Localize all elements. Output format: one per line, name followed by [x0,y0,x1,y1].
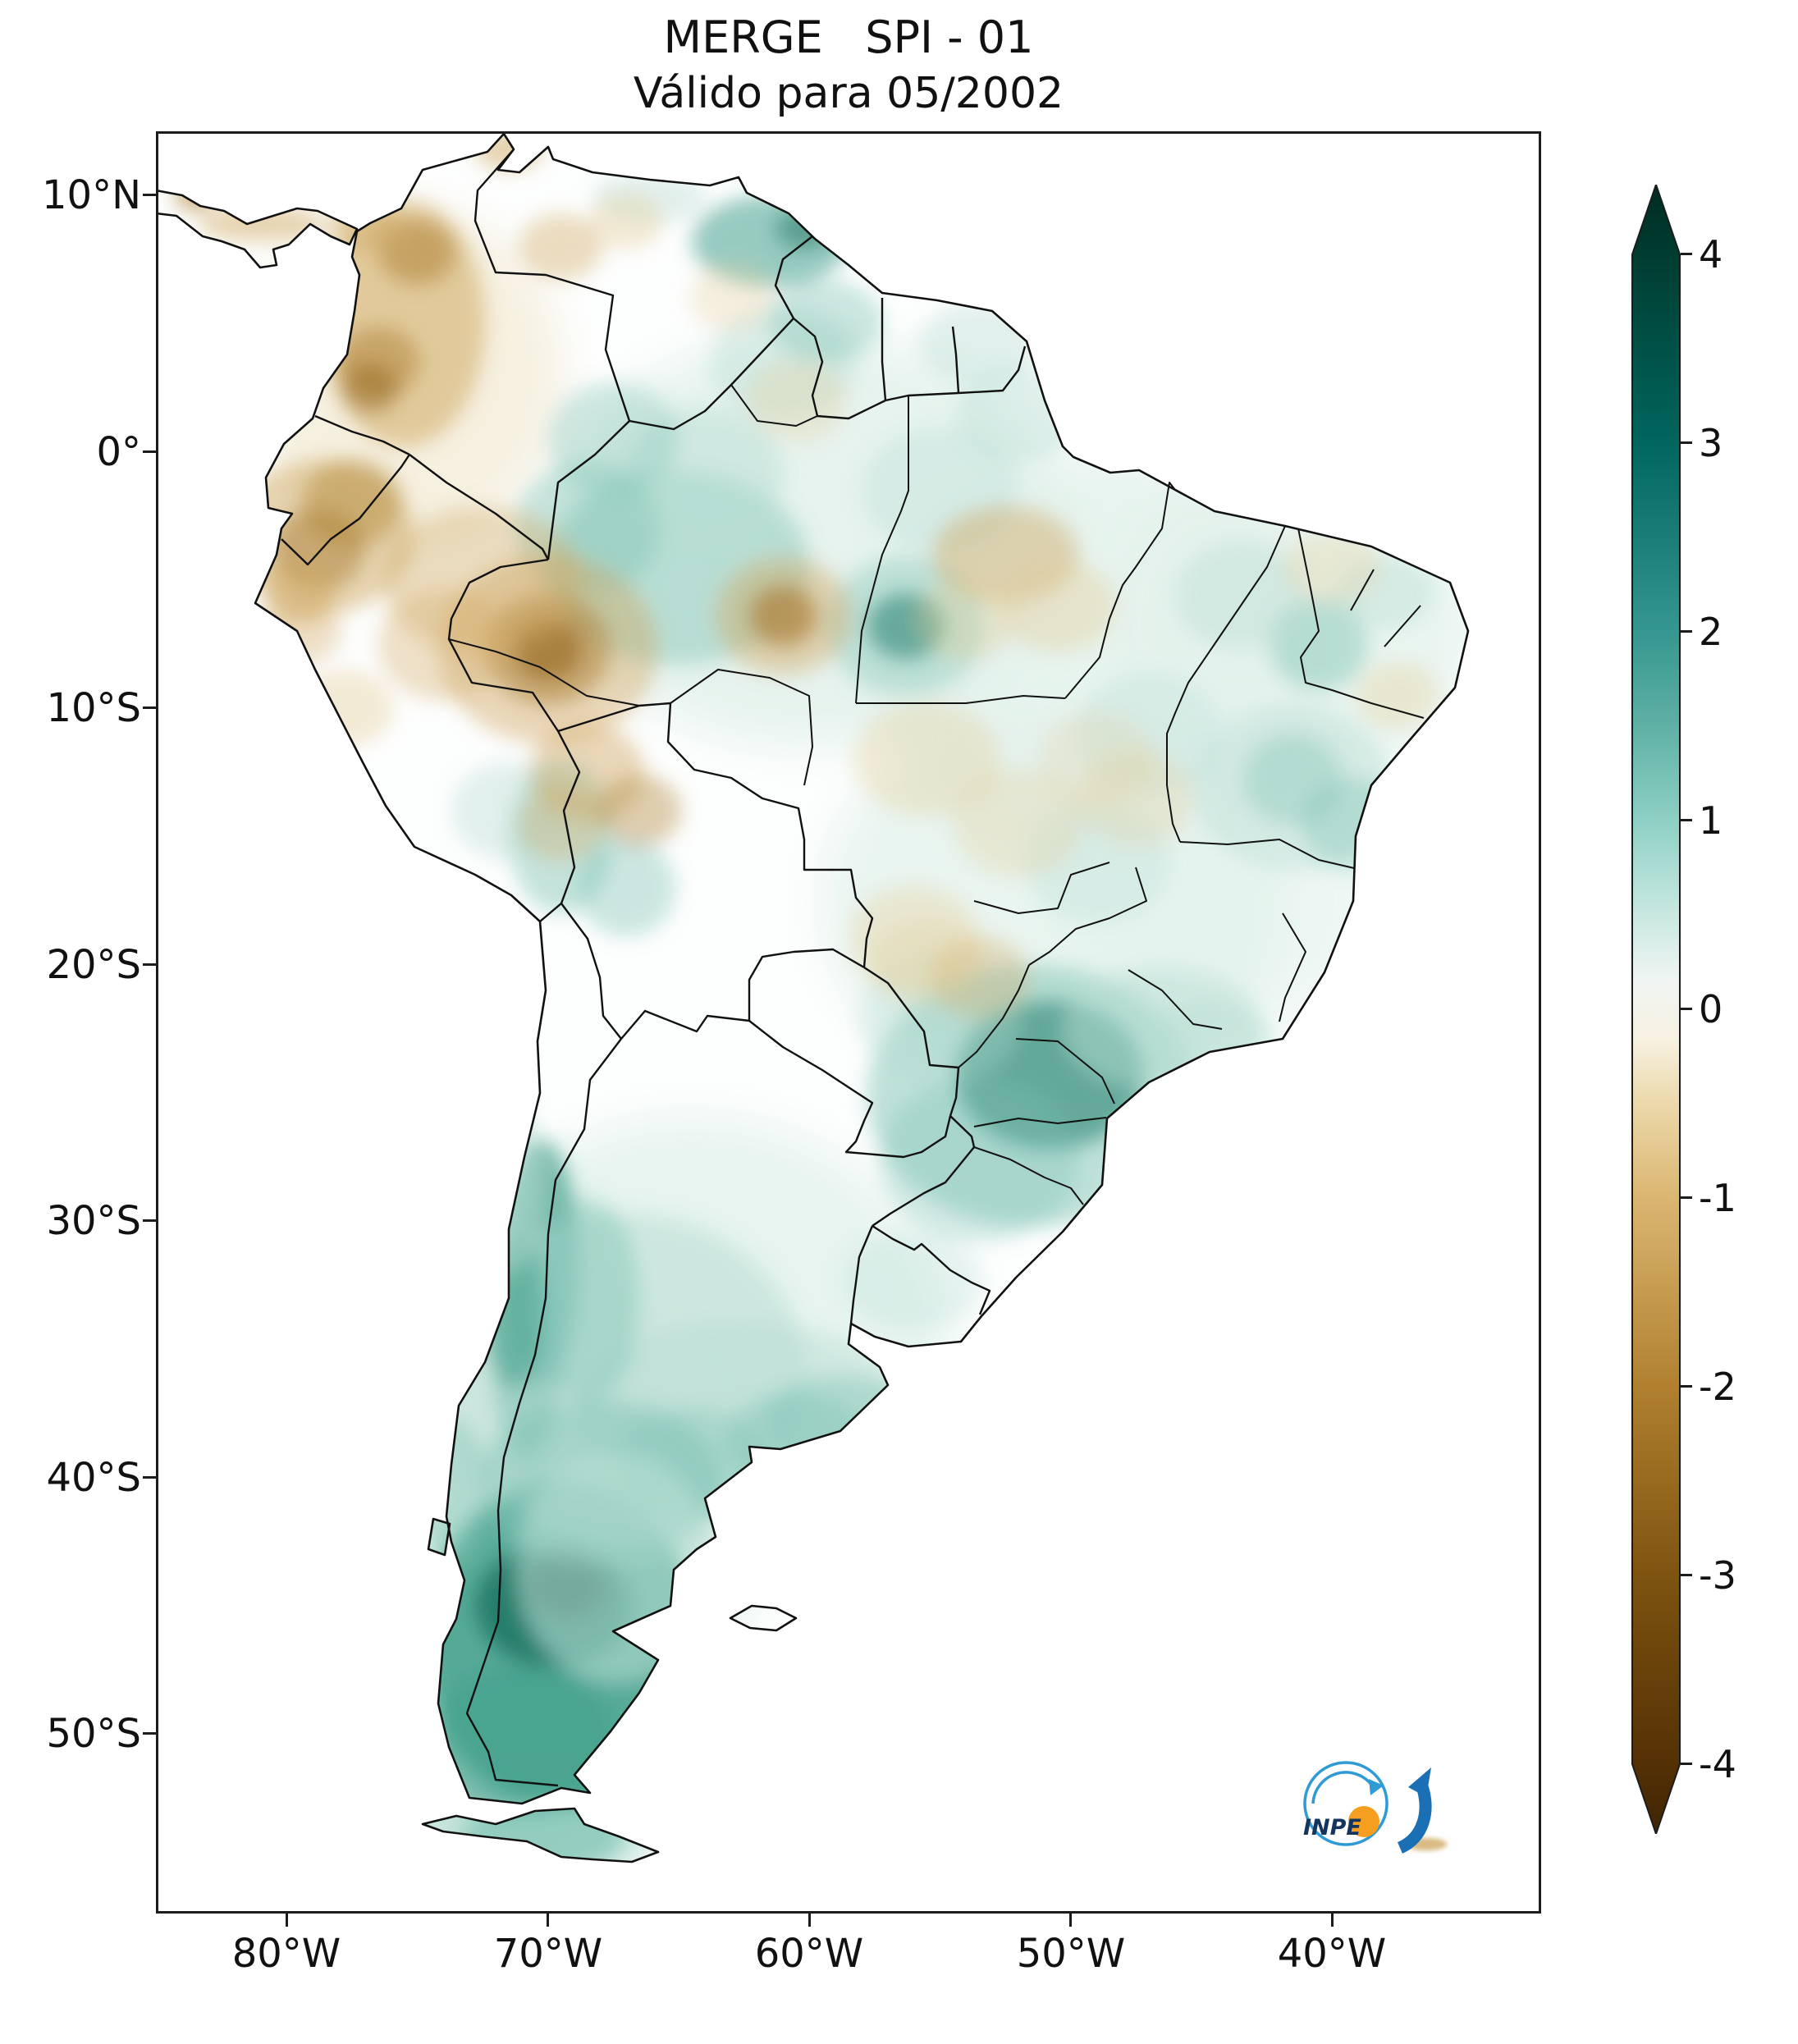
dry-anomaly [377,588,509,701]
y-tick-mark [143,194,156,196]
wet-anomaly [576,839,676,937]
y-tick-label-50s: 50°S [46,1711,141,1757]
y-tick-mark [143,1219,156,1222]
colorbar-tick [1681,1763,1692,1765]
dry-anomaly [1000,559,1115,652]
dry-anomaly [869,918,985,1006]
inpe-logo-arrowhead [1369,1779,1384,1795]
country-borders [281,149,1027,1787]
y-tick-mark [143,963,156,966]
y-tick-label-10n: 10°N [42,172,141,218]
colorbar-label-2: 2 [1699,610,1723,654]
x-tick-label-50w: 50°W [1016,1931,1126,1977]
x-tick-label-60w: 60°W [754,1931,864,1977]
y-tick-mark [143,450,156,453]
colorbar-tick [1681,1196,1692,1199]
figure-subtitle: Válido para 05/2002 [633,69,1064,118]
x-tick-label-40w: 40°W [1277,1931,1387,1977]
wet-anomaly [843,1231,985,1329]
dry-anomaly [294,670,394,747]
x-tick-mark [547,1914,549,1927]
state-borders [448,384,1425,1205]
y-tick-label-0: 0° [96,429,141,475]
colorbar-tick [1681,1574,1692,1576]
colorbar-tick [1681,819,1692,821]
dry-anomaly [258,597,342,665]
wet-anomaly [534,1198,640,1403]
wet-anomaly [762,1374,920,1468]
inpe-logo-orange-dot [1348,1806,1379,1837]
dry-anomaly [516,784,606,862]
inpe-logo-swirl [1311,1771,1374,1804]
y-tick-mark [143,1732,156,1735]
dry-anomaly [746,359,846,442]
y-tick-label-10s: 10°S [46,685,141,731]
x-tick-label-70w: 70°W [493,1931,603,1977]
colorbar-label-1: 1 [1699,798,1723,843]
wet-anomaly [880,1077,1079,1242]
colorbar-label-3: 3 [1699,421,1723,465]
south-america-map [156,132,1470,1863]
colorbar-tick [1681,1385,1692,1388]
wet-anomaly [417,1418,486,1567]
colorbar-label-m3: -3 [1699,1553,1736,1598]
dry-anomaly [953,770,1084,878]
colorbar-gradient [1631,185,1681,1834]
wet-anomaly [1144,1000,1275,1083]
y-tick-label-40s: 40°S [46,1455,141,1501]
wet-anomaly [516,1452,716,1683]
x-tick-mark [286,1914,288,1927]
y-tick-label-30s: 30°S [46,1198,141,1244]
wet-anomaly [1175,542,1306,650]
dry-anomaly [341,362,400,414]
colorbar-label-0: 0 [1699,987,1723,1031]
dry-anomaly [916,577,1016,660]
figure-title: MERGE SPI - 01 [663,11,1034,63]
x-tick-mark [1069,1914,1072,1927]
dry-anomaly [198,205,323,242]
dry-anomaly [689,264,773,332]
wet-anomaly [430,1664,614,1819]
y-tick-mark [143,706,156,709]
colorbar-tick [1681,630,1692,633]
colorbar-label-m4: -4 [1699,1742,1736,1786]
dry-anomaly [853,702,1000,816]
x-tick-mark [1331,1914,1334,1927]
colorbar-label-m1: -1 [1699,1176,1736,1220]
y-tick-label-20s: 20°S [46,942,141,988]
dry-anomaly [1282,531,1382,604]
colorbar-label-4: 4 [1699,232,1723,277]
colorbar-tick [1681,441,1692,444]
dry-anomaly [597,775,682,847]
wet-anomaly [1301,777,1406,871]
dry-anomaly [715,556,852,675]
inpe-logo-text: INPE [1303,1815,1361,1841]
inpe-logo: INPE [1303,1761,1432,1854]
dry-anomaly [519,213,603,281]
x-tick-label-80w: 80°W [231,1931,341,1977]
y-tick-mark [143,1476,156,1479]
inpe-swoosh-arrowhead [1408,1767,1431,1797]
dry-anomaly [1039,711,1155,808]
colorbar-label-m2: -2 [1699,1365,1736,1409]
colorbar-tick [1681,1008,1692,1010]
x-tick-mark [808,1914,811,1927]
dry-anomaly [1355,661,1439,729]
wet-anomaly [767,280,883,363]
colorbar-tick [1681,253,1692,255]
dry-anomaly [589,193,663,249]
colorbar [1631,185,1681,1834]
dry-anomaly [302,460,402,547]
